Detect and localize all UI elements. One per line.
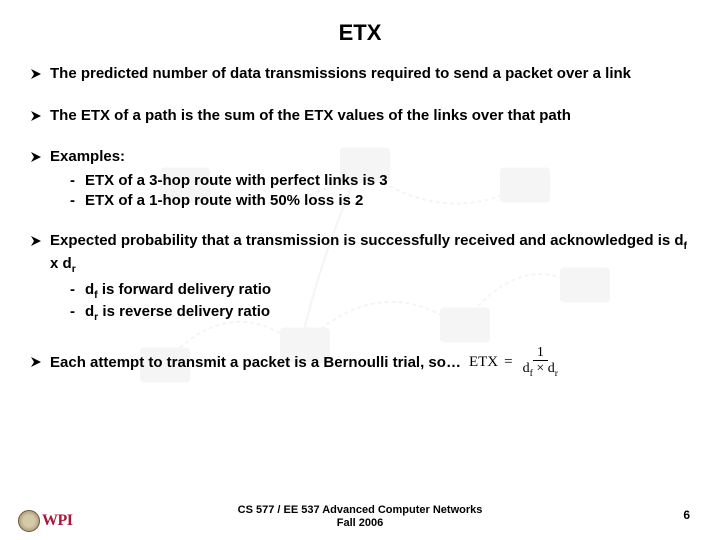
sub-item: -ETX of a 3-hop route with perfect links… xyxy=(70,171,690,191)
formula-fraction: 1 df × dr xyxy=(519,345,562,380)
sub-text: ETX of a 1-hop route with 50% loss is 2 xyxy=(85,191,690,211)
bullet-item-last: Each attempt to transmit a packet is a B… xyxy=(30,345,690,380)
bullet-text: Expected probability that a transmission… xyxy=(50,231,690,325)
sub-item: -ETX of a 1-hop route with 50% loss is 2 xyxy=(70,191,690,211)
bullet-item: The predicted number of data transmissio… xyxy=(30,64,690,86)
bullet-arrow-icon xyxy=(30,108,42,128)
bullet-item: The ETX of a path is the sum of the ETX … xyxy=(30,106,690,128)
slide-footer: CS 577 / EE 537 Advanced Computer Networ… xyxy=(0,504,720,530)
bullets-list: The predicted number of data transmissio… xyxy=(30,64,690,325)
sub-text: df is forward delivery ratio xyxy=(85,280,690,302)
formula-eq: = xyxy=(504,354,512,371)
bullet-arrow-icon xyxy=(30,355,42,372)
sub-item: -dr is reverse delivery ratio xyxy=(70,302,690,324)
sub-item: -df is forward delivery ratio xyxy=(70,280,690,302)
dash-icon: - xyxy=(70,171,75,191)
sub-list: -df is forward delivery ratio-dr is reve… xyxy=(70,280,690,324)
dash-icon: - xyxy=(70,302,75,322)
bullet-arrow-icon xyxy=(30,149,42,169)
formula-denominator: df × dr xyxy=(519,361,562,380)
dash-icon: - xyxy=(70,191,75,211)
footer-line1: CS 577 / EE 537 Advanced Computer Networ… xyxy=(238,504,483,517)
bullet-item: Examples:-ETX of a 3-hop route with perf… xyxy=(30,147,690,211)
dash-icon: - xyxy=(70,280,75,300)
sub-text: ETX of a 3-hop route with perfect links … xyxy=(85,171,690,191)
bullet-text: Examples:-ETX of a 3-hop route with perf… xyxy=(50,147,690,211)
bullet-text: The ETX of a path is the sum of the ETX … xyxy=(50,106,690,126)
formula-lhs: ETX xyxy=(469,354,498,371)
footer-line2: Fall 2006 xyxy=(238,517,483,530)
bullet-text: Each attempt to transmit a packet is a B… xyxy=(50,354,461,371)
bullet-arrow-icon xyxy=(30,66,42,86)
etx-formula: ETX = 1 df × dr xyxy=(469,345,562,380)
sub-list: -ETX of a 3-hop route with perfect links… xyxy=(70,171,690,212)
bullet-text: The predicted number of data transmissio… xyxy=(50,64,690,84)
bullet-arrow-icon xyxy=(30,233,42,253)
bullet-item: Expected probability that a transmission… xyxy=(30,231,690,325)
slide-content: ETX The predicted number of data transmi… xyxy=(0,0,720,380)
formula-numerator: 1 xyxy=(533,345,548,361)
footer-text: CS 577 / EE 537 Advanced Computer Networ… xyxy=(238,504,483,530)
slide-title: ETX xyxy=(30,20,690,46)
sub-text: dr is reverse delivery ratio xyxy=(85,302,690,324)
